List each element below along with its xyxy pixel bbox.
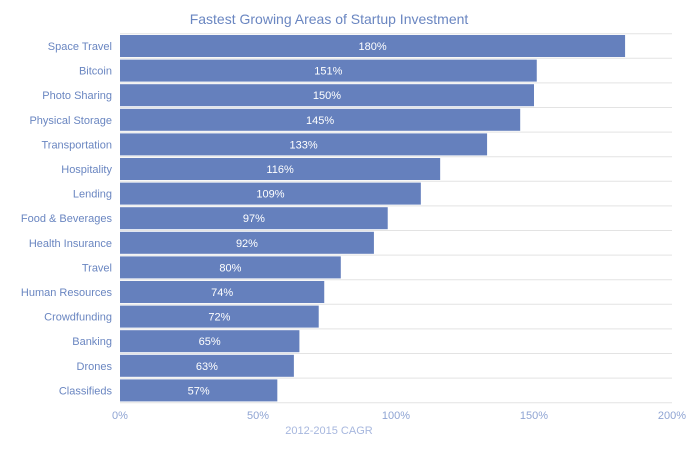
tick-label: 200% <box>658 410 686 422</box>
category-label: Human Resources <box>21 287 113 299</box>
bar <box>120 158 441 180</box>
category-label: Banking <box>72 336 112 348</box>
data-label: 80% <box>219 262 241 274</box>
data-label: 116% <box>266 164 294 176</box>
bar <box>120 330 300 353</box>
bar <box>120 35 626 57</box>
category-label: Bitcoin <box>79 66 112 78</box>
bar <box>120 231 374 254</box>
category-label: Hospitality <box>61 164 112 176</box>
data-label: 63% <box>196 361 218 373</box>
bar <box>120 256 341 279</box>
category-label: Transportation <box>41 139 112 151</box>
category-labels: Space Travel Bitcoin Photo Sharing Physical… <box>21 41 113 397</box>
category-label: Food & Beverages <box>21 213 113 225</box>
bar <box>120 379 278 402</box>
x-axis-ticks: 0% 50% 100% 150% 200% <box>112 410 686 422</box>
bar <box>120 108 521 131</box>
category-label: Health Insurance <box>29 238 112 250</box>
category-label: Lending <box>73 189 112 201</box>
data-label: 151% <box>314 66 342 78</box>
data-labels: 180% 151% 150% 145% 133% 116% 109% 97% 92% 80% 74%… <box>188 41 387 397</box>
category-label: Space Travel <box>48 41 112 53</box>
category-label: Travel <box>82 262 112 274</box>
chart-title: Fastest Growing Areas of Startup Investm… <box>190 11 469 27</box>
data-label: 109% <box>256 189 284 201</box>
bars <box>120 35 626 402</box>
grid-lines <box>120 33 672 404</box>
category-label: Drones <box>77 361 113 373</box>
tick-label: 0% <box>112 410 128 422</box>
category-label: Crowdfunding <box>44 312 112 324</box>
data-label: 65% <box>199 336 221 348</box>
data-label: 145% <box>306 115 334 127</box>
bar <box>120 305 319 328</box>
bar <box>120 59 537 82</box>
tick-label: 150% <box>520 410 548 422</box>
data-label: 133% <box>289 139 317 151</box>
x-axis-title: 2012-2015 CAGR <box>285 425 372 437</box>
category-label: Physical Storage <box>29 115 112 127</box>
bar <box>120 207 388 230</box>
bar <box>120 281 325 303</box>
bar <box>120 354 294 377</box>
data-label: 150% <box>313 90 341 102</box>
data-label: 72% <box>208 312 230 324</box>
data-label: 74% <box>211 287 233 299</box>
data-label: 97% <box>243 213 265 225</box>
data-label: 57% <box>188 385 210 397</box>
tick-label: 50% <box>247 410 269 422</box>
bar <box>120 133 488 156</box>
bar <box>120 84 534 107</box>
data-label: 180% <box>358 41 386 53</box>
data-label: 92% <box>236 238 258 250</box>
category-label: Photo Sharing <box>42 90 112 102</box>
bar <box>120 182 421 205</box>
tick-label: 100% <box>382 410 410 422</box>
category-label: Classifieds <box>59 385 113 397</box>
